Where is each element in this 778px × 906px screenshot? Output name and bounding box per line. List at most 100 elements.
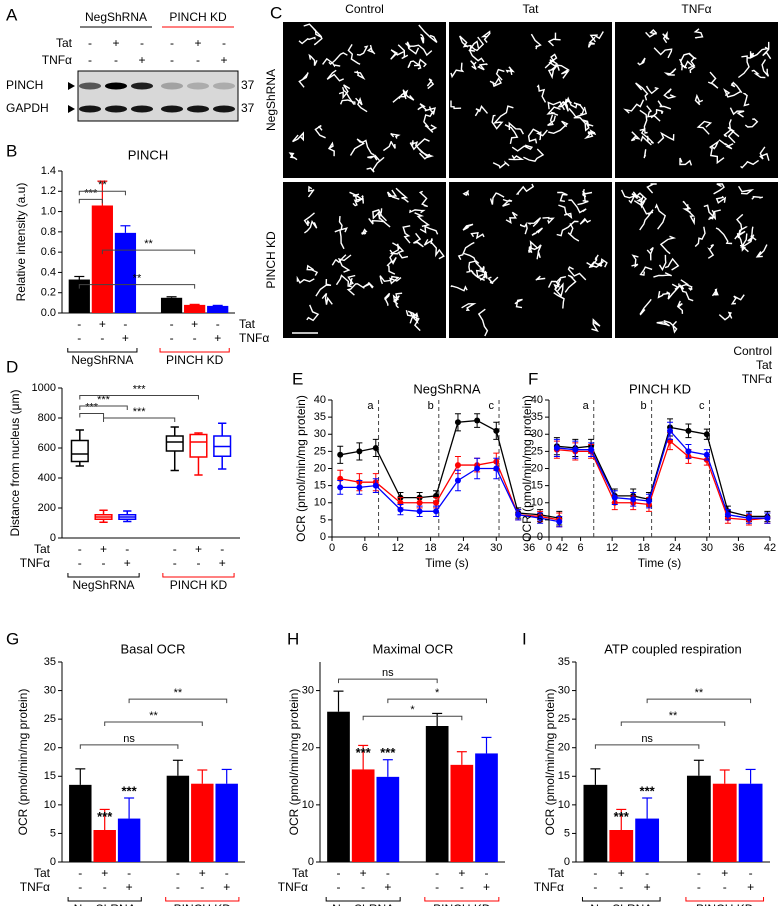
group-label: NegShRNA xyxy=(74,902,136,906)
x-tick-label: 36 xyxy=(732,542,744,554)
mitochondria-texture xyxy=(623,99,645,114)
blot-sign: - xyxy=(88,36,92,50)
data-point xyxy=(724,511,731,518)
mitochondria-texture xyxy=(349,138,365,156)
group-bracket xyxy=(159,348,230,353)
mitochondria-texture xyxy=(361,228,368,235)
mitochondria-texture xyxy=(582,119,594,127)
y-tick-label: 1.4 xyxy=(41,165,56,177)
mitochondria-texture xyxy=(530,33,542,50)
bar xyxy=(184,304,206,313)
treatment-sign: - xyxy=(216,317,220,331)
y-tick-label: 10 xyxy=(314,497,326,509)
mitochondria-texture xyxy=(646,183,657,194)
blot-sign: + xyxy=(112,36,119,50)
significance-bracket xyxy=(78,284,196,289)
mitochondria-texture xyxy=(528,245,533,254)
y-tick-label: 30 xyxy=(44,684,56,696)
mitochondria-texture xyxy=(723,119,732,138)
phase-label: b xyxy=(428,400,434,412)
treatment-label: Tat xyxy=(239,317,256,331)
significance-label: *** xyxy=(640,783,656,798)
x-tick-label: 30 xyxy=(490,542,502,554)
bar xyxy=(166,775,190,862)
y-tick-label: 20 xyxy=(302,742,314,754)
significance-label: *** xyxy=(84,187,98,199)
blot-band xyxy=(213,105,235,113)
mitochondria-texture xyxy=(713,183,725,195)
treatment-sign: - xyxy=(78,880,82,894)
treatment-label: Tat xyxy=(34,866,51,880)
y-tick-label: 35 xyxy=(314,411,326,423)
group-bracket xyxy=(325,897,401,902)
treatment-sign: - xyxy=(435,880,439,894)
mitochondria-texture xyxy=(589,31,604,43)
data-point xyxy=(454,477,461,484)
mitochondria-texture xyxy=(579,217,592,225)
mitochondria-texture xyxy=(694,93,704,106)
bar xyxy=(738,783,763,862)
significance-label: ** xyxy=(133,273,142,285)
blot-band-label: PINCH xyxy=(6,78,43,92)
y-tick-label: 30 xyxy=(531,428,543,440)
mitochondria-texture xyxy=(303,23,323,38)
group-bracket xyxy=(162,573,235,578)
mitochondria-texture xyxy=(402,89,415,101)
treatment-sign: + xyxy=(122,331,129,345)
y-tick-label: 0.4 xyxy=(41,266,56,278)
mitochondria-texture xyxy=(759,146,770,161)
y-tick-label: 10 xyxy=(302,799,314,811)
mitochondria-texture xyxy=(356,45,369,56)
bar xyxy=(635,818,660,862)
mitochondria-texture xyxy=(630,131,641,142)
whisker-low xyxy=(218,456,227,470)
mitochondria-texture xyxy=(553,292,565,309)
y-tick-label: 0.2 xyxy=(41,287,56,299)
treatment-label: TNFα xyxy=(20,880,50,894)
y-tick-label: 30 xyxy=(558,684,570,696)
data-point xyxy=(416,499,423,506)
mitochondria-texture xyxy=(640,196,654,215)
treatment-sign: - xyxy=(173,542,177,556)
x-tick-label: 24 xyxy=(669,542,681,554)
mitochondria-texture xyxy=(511,144,534,152)
mitochondria-texture xyxy=(418,190,428,208)
mitochondria-texture xyxy=(347,44,361,65)
data-point xyxy=(515,511,522,518)
x-axis-label: Time (s) xyxy=(638,556,682,570)
significance-bracket xyxy=(387,698,487,704)
mitochondria-texture xyxy=(708,209,715,221)
mitochondria-texture xyxy=(740,233,749,253)
y-axis-label: OCR (pmol/min/mg protein) xyxy=(543,689,557,836)
treatment-sign: - xyxy=(123,317,127,331)
blot-arrow xyxy=(68,105,75,113)
mitochondria-texture xyxy=(379,275,393,285)
mitochondria-texture xyxy=(334,228,345,250)
bar xyxy=(91,205,113,313)
data-point xyxy=(454,462,461,469)
mitochondria-texture xyxy=(411,315,421,332)
whisker-low xyxy=(170,451,179,472)
y-tick-label: 15 xyxy=(44,770,56,782)
series-line xyxy=(556,429,768,519)
mitochondria-texture xyxy=(679,58,688,71)
mitochondria-texture xyxy=(508,155,525,161)
mitochondria-texture xyxy=(696,120,713,135)
group-bracket xyxy=(581,897,661,902)
mitochondria-texture xyxy=(470,60,477,70)
mitochondria-texture xyxy=(470,269,484,278)
mitochondria-texture xyxy=(474,105,489,117)
bar xyxy=(351,769,375,862)
y-axis-label: OCR (pmol/min/mg protein) xyxy=(520,395,534,542)
mitochondria-texture xyxy=(755,244,768,258)
mitochondria-texture xyxy=(637,57,646,66)
treatment-sign: - xyxy=(220,542,224,556)
phase-label: a xyxy=(367,400,374,412)
mitochondria-texture xyxy=(409,209,426,214)
mitochondria-texture xyxy=(366,156,385,173)
micrograph xyxy=(449,182,612,338)
significance-bracket xyxy=(646,698,752,704)
significance-bracket xyxy=(103,417,176,422)
mitochondria-texture xyxy=(639,109,648,134)
